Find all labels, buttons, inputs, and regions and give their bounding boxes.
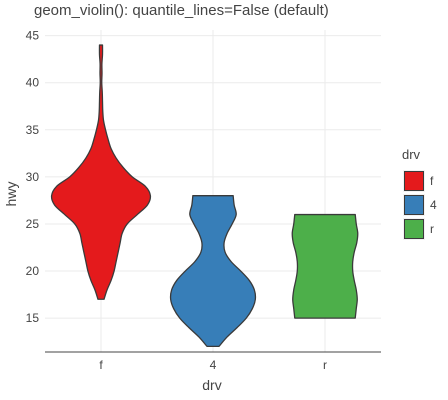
legend-label: r xyxy=(430,222,434,236)
violins xyxy=(50,44,359,347)
violin-r xyxy=(291,213,359,319)
chart-title: geom_violin(): quantile_lines=False (def… xyxy=(34,2,329,19)
y-tick-labels: 15 20 25 30 35 40 45 xyxy=(26,29,40,325)
legend-title: drv xyxy=(402,147,421,162)
x-tick-label: 4 xyxy=(210,358,217,372)
y-axis-label: hwy xyxy=(3,182,19,207)
y-tick-label: 45 xyxy=(26,29,40,43)
legend: drv f 4 r xyxy=(402,147,437,240)
violin-f xyxy=(50,44,152,300)
y-tick-label: 15 xyxy=(26,311,40,325)
y-tick-label: 35 xyxy=(26,123,40,137)
x-tick-labels: f 4 r xyxy=(99,358,327,372)
x-tick-label: f xyxy=(99,358,103,372)
legend-label: 4 xyxy=(430,198,437,212)
violin-4 xyxy=(169,195,257,347)
legend-swatch-4 xyxy=(404,195,424,215)
y-tick-label: 20 xyxy=(26,264,40,278)
legend-swatch-r xyxy=(404,219,424,239)
y-tick-label: 30 xyxy=(26,170,40,184)
x-tick-label: r xyxy=(323,358,327,372)
legend-label: f xyxy=(430,174,434,188)
legend-swatch-f xyxy=(404,171,424,191)
y-tick-label: 40 xyxy=(26,76,40,90)
y-tick-label: 25 xyxy=(26,217,40,231)
x-axis-label: drv xyxy=(202,377,221,393)
